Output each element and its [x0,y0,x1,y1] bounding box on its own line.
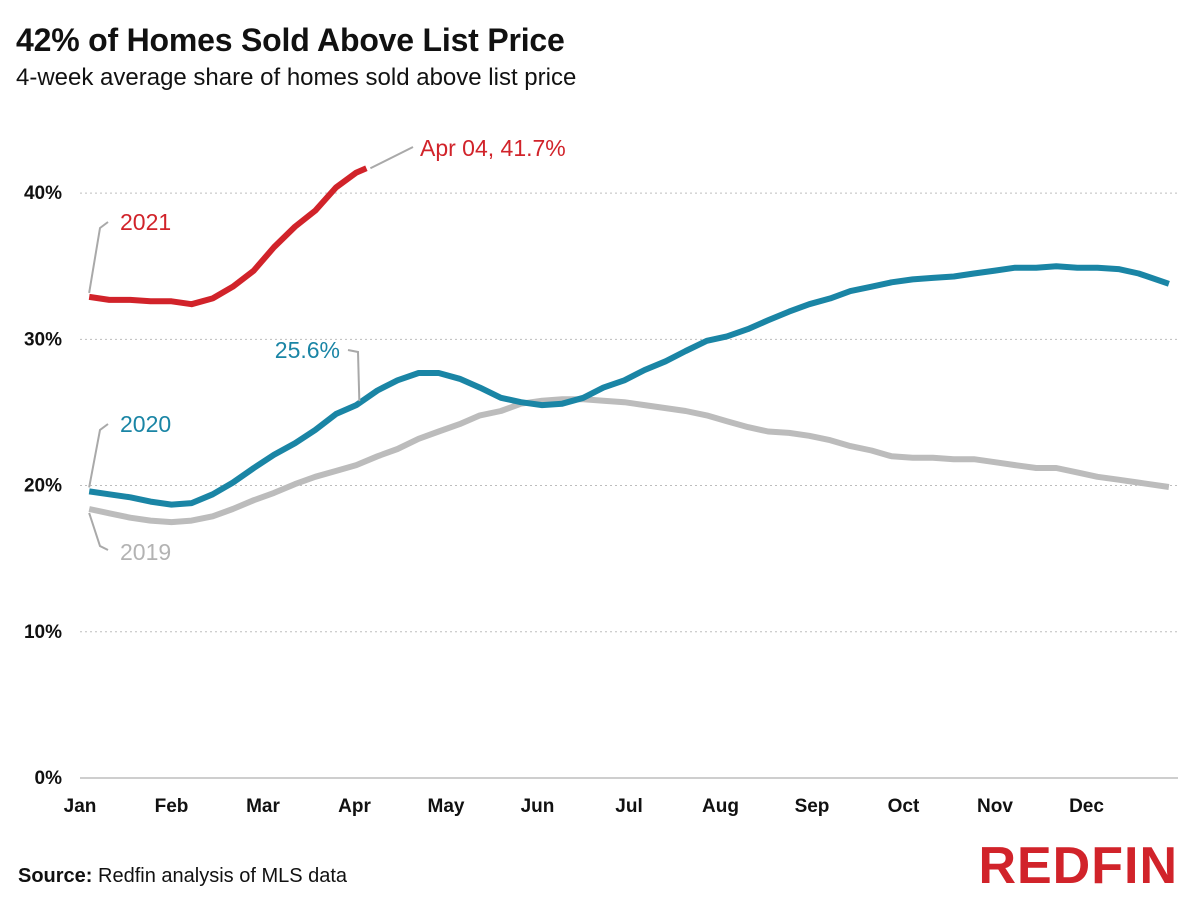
series-label-2019: 2019 [120,539,171,565]
series-label-2021: 2021 [120,209,171,235]
chart-subtitle: 4-week average share of homes sold above… [16,64,577,91]
series-line-2020 [88,263,1170,508]
x-tick-label-jul: Jul [615,796,642,817]
y-tick-label: 40% [24,183,62,204]
chart-title: 42% of Homes Sold Above List Price [16,22,565,58]
series-label-2020: 2020 [120,411,171,437]
series-line-2021 [88,165,368,308]
x-tick-label-aug: Aug [702,796,739,817]
annotations: 2021 Apr 04, 41.7% 2020 25.6% 2019 [88,135,566,565]
annotation-leader-2020 [347,349,361,402]
y-tick-label: 20% [24,476,62,497]
x-tick-label-may: May [428,796,465,817]
label-leader-2021 [88,221,109,294]
grid-lines [80,192,1178,779]
series-lines [88,165,1170,526]
y-tick-label: 0% [35,768,63,789]
y-tick-label: 30% [24,329,62,350]
value-annotation-2020: 25.6% [275,337,340,363]
x-tick-label-feb: Feb [155,796,189,817]
x-tick-label-dec: Dec [1069,796,1104,817]
label-leader-2020 [88,423,109,488]
y-tick-label: 10% [24,622,62,643]
x-tick-label-nov: Nov [977,796,1013,817]
source-label: Source: [18,865,93,887]
redfin-logo: REDFIN [978,837,1178,895]
x-tick-label-mar: Mar [246,796,280,817]
axis-labels: 0% 10% 20% 30% 40% Jan Feb Mar Apr May Jun Jul Aug Se… [24,183,1104,817]
endpoint-annotation-2021: Apr 04, 41.7% [420,135,566,161]
label-leader-2019 [88,512,109,551]
x-tick-label-jun: Jun [521,796,555,817]
x-tick-label-apr: Apr [338,796,371,817]
x-tick-label-sep: Sep [795,796,830,817]
source-note: Source: Redfin analysis of MLS data [18,865,347,888]
endpoint-leader-2021 [369,146,414,170]
series-line-2019 [88,396,1170,526]
x-tick-label-jan: Jan [64,796,97,817]
source-text: Redfin analysis of MLS data [98,865,348,887]
x-tick-label-oct: Oct [888,796,920,817]
